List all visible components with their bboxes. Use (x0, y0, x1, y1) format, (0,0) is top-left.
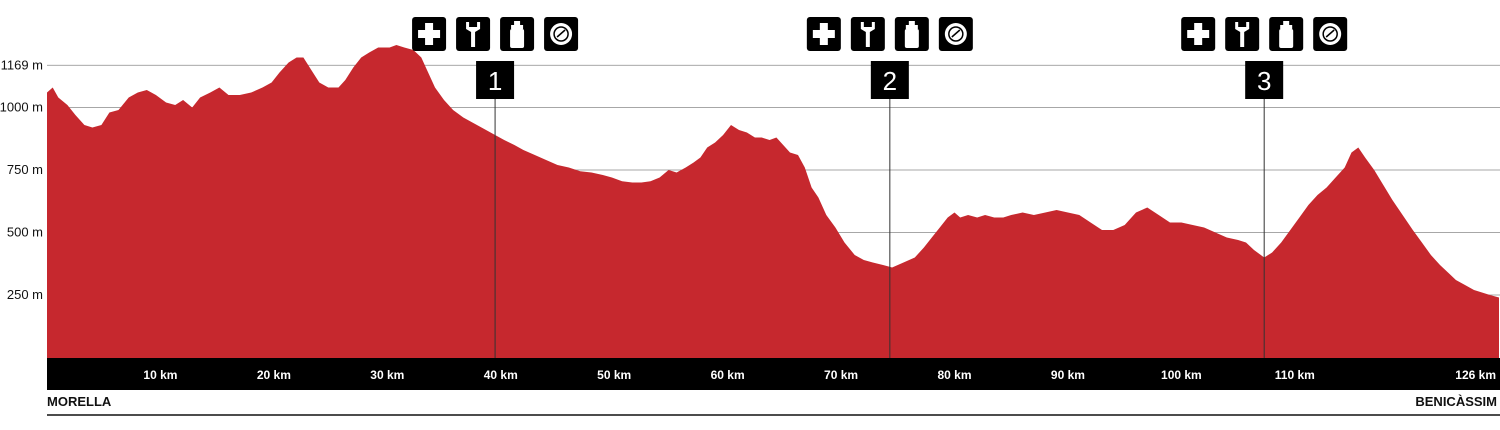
y-axis-labels: 250 m 500 m 750 m 1000 m 1169 m (0, 57, 43, 302)
distance-band: 10 km 20 km 30 km 40 km 50 km 60 km 70 km 80 km… (47, 358, 1500, 390)
bottle-icon (1269, 17, 1304, 51)
checkpoint: 1 (412, 17, 579, 99)
checkpoint-lines (494, 98, 1265, 358)
wrench-icon (1225, 17, 1260, 51)
checkpoint-number: 1 (488, 66, 502, 96)
x-tick-label: 90 km (1051, 368, 1085, 382)
start-town-label: MORELLA (47, 394, 112, 409)
y-tick-label: 1000 m (0, 100, 43, 115)
elevation-area (47, 45, 1499, 358)
checkpoint-number-box (870, 61, 909, 99)
wrench-icon (850, 17, 885, 51)
checkpoint-number-box (476, 61, 515, 99)
x-tick-label: 50 km (597, 368, 631, 382)
food-plate-icon (544, 17, 579, 51)
end-town-label: BENICÀSSIM (1415, 394, 1497, 409)
distance-band-bar (47, 358, 1500, 390)
y-tick-label: 500 m (7, 225, 43, 240)
y-tick-label: 250 m (7, 287, 43, 302)
y-tick-label: 750 m (7, 162, 43, 177)
checkpoint: 3 (1181, 17, 1348, 99)
x-tick-label: 80 km (937, 368, 971, 382)
checkpoint-number: 2 (883, 66, 897, 96)
checkpoint-number-box (1245, 61, 1284, 99)
first-aid-icon (412, 17, 447, 51)
checkpoint: 2 (806, 17, 973, 99)
x-tick-label: 110 km (1275, 368, 1315, 382)
first-aid-icon (806, 17, 841, 51)
wrench-icon (456, 17, 491, 51)
x-tick-label: 100 km (1161, 368, 1202, 382)
y-tick-label: 1169 m (1, 57, 43, 72)
food-plate-icon (938, 17, 973, 51)
x-tick-label: 60 km (711, 368, 745, 382)
x-tick-label: 30 km (370, 368, 404, 382)
bottle-icon (500, 17, 535, 51)
checkpoints: 1 2 3 (412, 17, 1348, 99)
x-tick-label: 70 km (824, 368, 858, 382)
first-aid-icon (1181, 17, 1216, 51)
checkpoint-number: 3 (1257, 66, 1271, 96)
food-plate-icon (1313, 17, 1348, 51)
bottle-icon (894, 17, 929, 51)
x-tick-label: 10 km (143, 368, 177, 382)
x-tick-label: 40 km (484, 368, 518, 382)
x-tick-label: 20 km (257, 368, 291, 382)
x-tick-label: 126 km (1455, 368, 1496, 382)
